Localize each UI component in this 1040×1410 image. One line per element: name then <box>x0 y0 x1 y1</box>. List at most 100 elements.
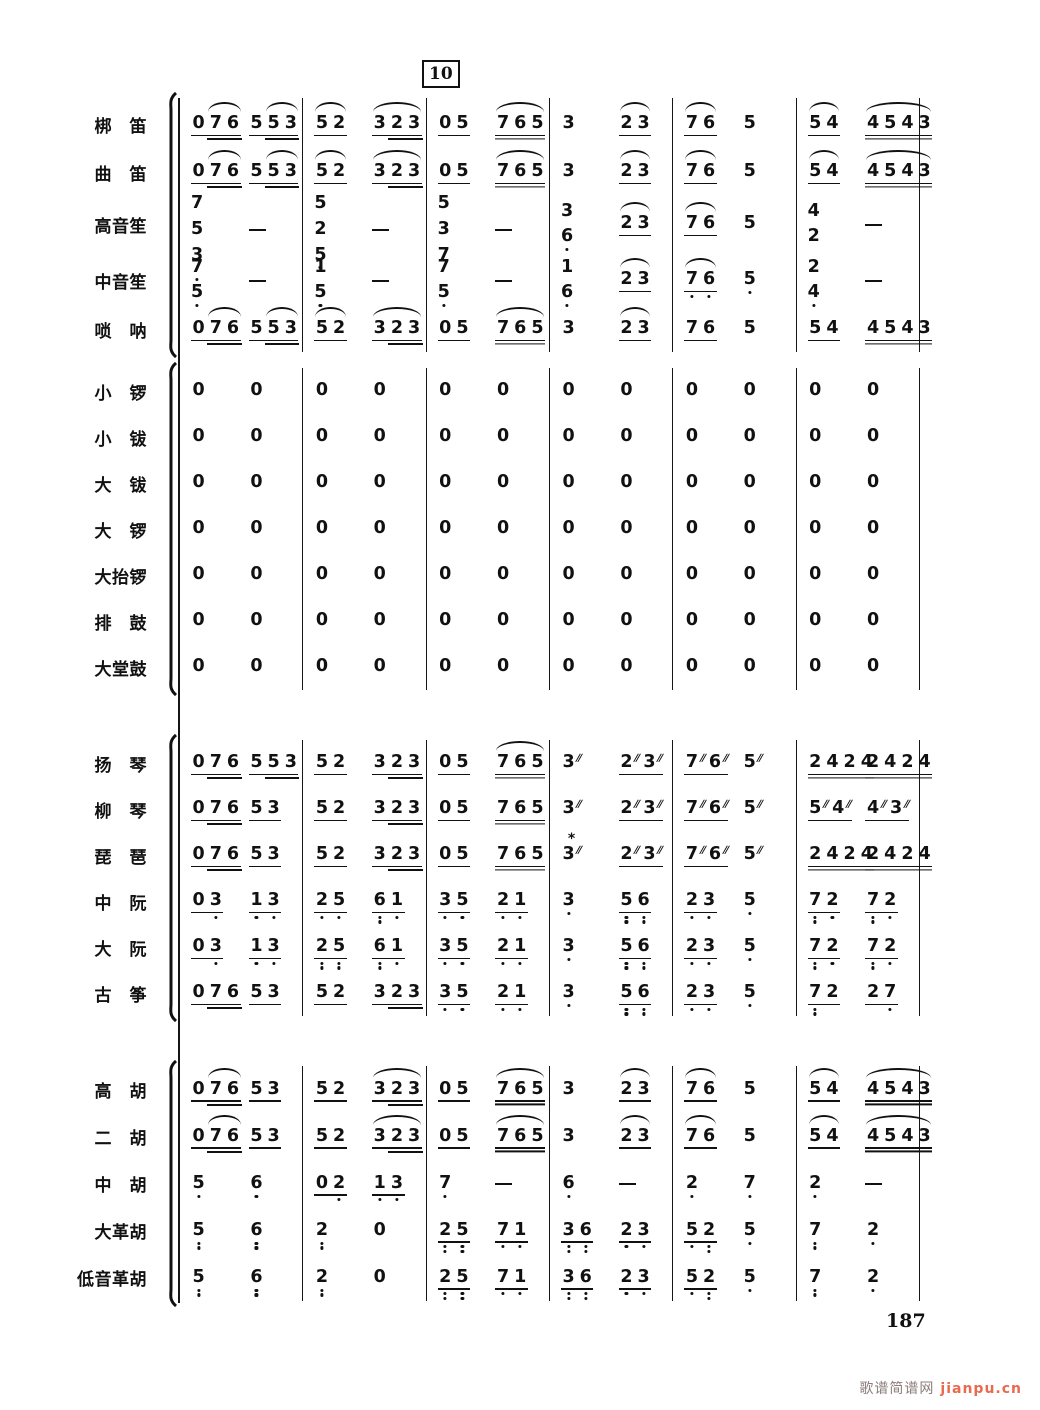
note-event: 2 <box>683 1173 700 1198</box>
note-event: 0 <box>248 381 265 401</box>
note-digit: 7// <box>685 798 706 819</box>
beat: 5 <box>738 1126 795 1146</box>
note-digit: 6 <box>226 752 240 773</box>
note-event: 2 <box>313 1220 330 1250</box>
watermark-url[interactable]: jianpu.cn <box>940 1381 1022 1397</box>
note-event: 0 <box>864 473 881 493</box>
instrument-label: 高音笙 <box>94 216 147 237</box>
beat: 0 <box>673 381 738 401</box>
note-digit: 6 <box>226 1078 240 1099</box>
note-digit: 0 <box>192 610 205 631</box>
note-event: 0 <box>560 657 577 677</box>
note-event: 5 2 5 <box>313 193 327 270</box>
beat: 0 <box>861 519 918 539</box>
low-octave-dot <box>318 304 323 308</box>
low-octave-dot <box>624 1007 628 1016</box>
note-digit: 0 <box>743 518 756 539</box>
note-digit: 5 <box>884 113 897 134</box>
note-digit: 0 <box>809 656 822 677</box>
note-digit: 5 <box>531 752 544 773</box>
note-digit: 6 <box>514 752 527 773</box>
note-digit: 7 <box>209 844 222 865</box>
note-digit: 2 <box>824 891 841 919</box>
beat: 0 <box>368 519 425 539</box>
note-digit: 5 <box>743 213 756 234</box>
note-digit: 7 <box>807 983 824 1016</box>
note-digit: 1 <box>388 891 405 919</box>
note-event: 0 <box>248 519 265 539</box>
note-digit: 3// <box>643 752 663 773</box>
note-event: 0 <box>313 427 330 447</box>
note-digit: 0 <box>439 656 452 677</box>
note-event: 0 <box>618 473 635 493</box>
note-digit: 3 <box>918 161 931 182</box>
note-digit: 5 <box>809 161 822 182</box>
note-event: 5 <box>190 1267 207 1297</box>
note-digit: 0 <box>315 1172 329 1193</box>
note-digit: 7 <box>209 318 222 339</box>
note-digit: 5 <box>250 113 263 134</box>
note-digit: 1 <box>512 1267 529 1296</box>
note-digit: 0 <box>809 564 822 585</box>
note-event: 0 <box>864 565 881 585</box>
low-octave-dot <box>214 961 218 965</box>
note-event: 0 <box>313 519 330 539</box>
system-plucked: 扬 琴 0 7 6 5 5 3 5 2 3 2 3 0 5 7 6 5 3//2//3//7//6//5//2 4 2… <box>0 733 1040 1023</box>
note-event: 7//6// <box>683 753 729 776</box>
beat: 3 <box>550 114 615 134</box>
watermark-site-name: 歌谱简谱网 <box>859 1381 935 1397</box>
note-digit: 2 <box>494 937 511 965</box>
note-event: 7 <box>807 1220 824 1250</box>
note-digit: 3 <box>373 798 386 819</box>
note-digit: 5 <box>315 1078 329 1099</box>
note-digit: 0 <box>685 656 698 677</box>
beat: 3 *// <box>550 832 615 864</box>
beat: 0 <box>303 565 368 585</box>
note-event: 3 <box>560 162 577 182</box>
note-digit: 0 <box>250 564 263 585</box>
note-digit: 0 <box>250 472 263 493</box>
note-digit: 7 <box>496 844 510 865</box>
note-digit: 0 <box>373 1266 386 1287</box>
note-digit: 3 <box>701 983 718 1011</box>
